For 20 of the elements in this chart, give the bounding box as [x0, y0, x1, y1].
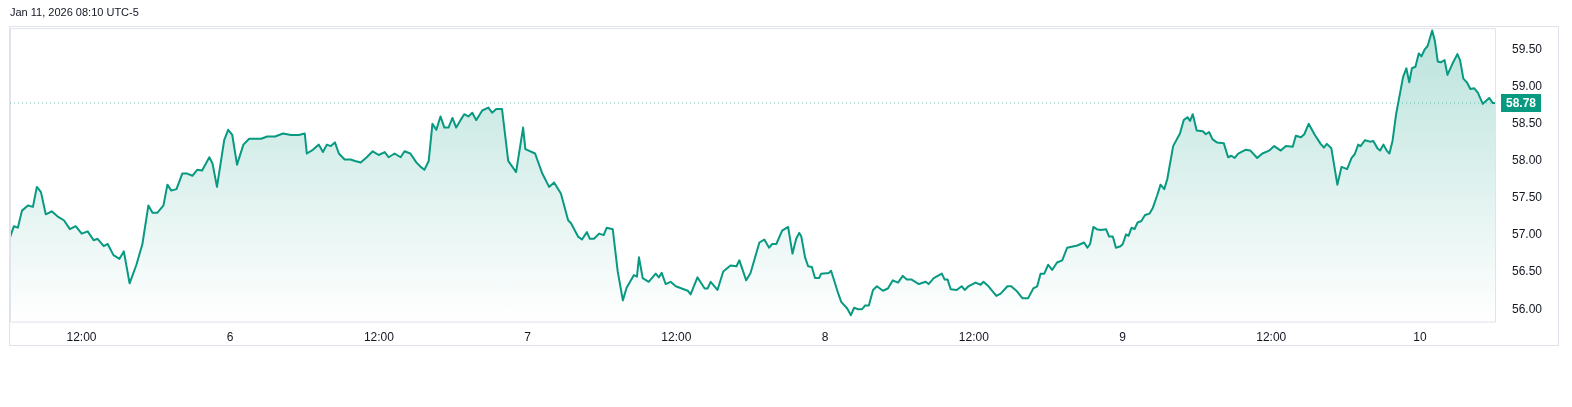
ref-line-label: 58.78 — [1506, 96, 1537, 111]
x-tick-label: 12:00 — [66, 330, 97, 345]
x-tick-label: 12:00 — [661, 330, 692, 345]
x-tick-label: 7 — [524, 330, 532, 345]
y-tick-label: 56.00 — [1512, 301, 1543, 316]
x-tick-label: 12:00 — [1256, 330, 1287, 345]
y-tick-label: 58.50 — [1512, 116, 1543, 131]
y-tick-label: 58.00 — [1512, 153, 1543, 168]
x-tick-label: 8 — [821, 330, 829, 345]
x-tick-label: 9 — [1119, 330, 1127, 345]
x-tick-label: 12:00 — [958, 330, 990, 345]
x-tick-label: 12:00 — [363, 330, 395, 345]
y-tick-label: 59.00 — [1512, 79, 1543, 94]
y-tick-label: 56.50 — [1512, 264, 1543, 279]
x-tick-label: 10 — [1413, 330, 1427, 345]
y-tick-label: 59.50 — [1512, 42, 1543, 57]
y-tick-label: 57.50 — [1512, 190, 1543, 205]
y-tick-label: 57.00 — [1512, 227, 1543, 242]
x-tick-label: 6 — [226, 330, 234, 345]
text: Jan 11, 2026 08:10 UTC-5 — [10, 6, 139, 18]
